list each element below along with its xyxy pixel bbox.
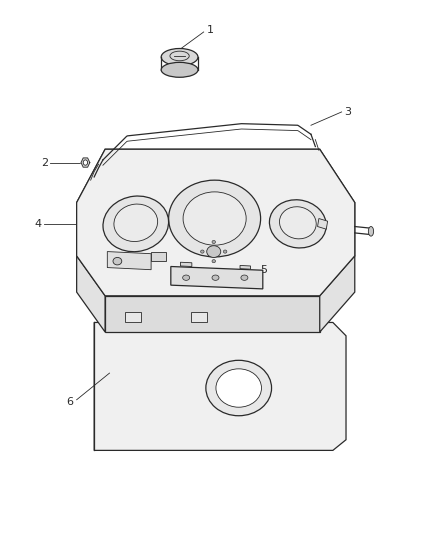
Polygon shape: [171, 266, 263, 289]
Ellipse shape: [201, 250, 204, 253]
Ellipse shape: [103, 196, 169, 252]
Polygon shape: [107, 252, 151, 270]
Ellipse shape: [368, 227, 374, 236]
Ellipse shape: [212, 260, 215, 263]
Polygon shape: [77, 256, 105, 332]
Ellipse shape: [161, 49, 198, 66]
Ellipse shape: [269, 200, 326, 248]
Ellipse shape: [169, 180, 261, 257]
Ellipse shape: [161, 62, 198, 77]
Text: 1: 1: [207, 26, 214, 35]
Ellipse shape: [279, 207, 316, 239]
Polygon shape: [77, 149, 355, 296]
Polygon shape: [125, 312, 141, 322]
Ellipse shape: [216, 369, 261, 407]
Polygon shape: [191, 312, 207, 322]
Ellipse shape: [114, 204, 158, 241]
Ellipse shape: [207, 246, 221, 257]
Polygon shape: [318, 219, 328, 229]
Polygon shape: [94, 317, 346, 450]
Polygon shape: [151, 252, 166, 261]
Ellipse shape: [113, 257, 122, 265]
Ellipse shape: [212, 275, 219, 280]
Polygon shape: [320, 256, 355, 332]
Ellipse shape: [83, 160, 88, 165]
Polygon shape: [81, 158, 90, 167]
Text: 3: 3: [344, 107, 351, 117]
Polygon shape: [240, 265, 251, 269]
Ellipse shape: [212, 240, 215, 244]
Text: 6: 6: [67, 397, 74, 407]
Polygon shape: [105, 296, 320, 332]
Polygon shape: [180, 262, 192, 266]
Ellipse shape: [183, 275, 190, 280]
Ellipse shape: [183, 192, 246, 245]
Polygon shape: [77, 149, 355, 296]
Text: 4: 4: [35, 219, 42, 229]
Text: 2: 2: [41, 158, 48, 167]
Ellipse shape: [241, 275, 248, 280]
Ellipse shape: [223, 250, 227, 253]
Ellipse shape: [206, 360, 272, 416]
Text: 5: 5: [261, 265, 268, 275]
